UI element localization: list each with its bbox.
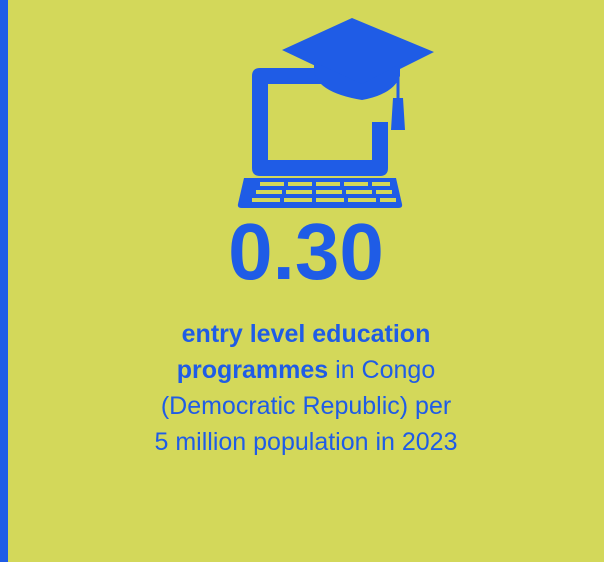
caption-bold-line1: entry level education [181,320,431,348]
stat-card: 0.30 entry level education programmes in… [8,0,604,562]
stat-value: 0.30 [228,207,384,296]
stat-caption: entry level education programmes in Cong… [8,316,604,460]
caption-line3: (Democratic Republic) per [160,392,452,420]
laptop-graduation-cap-icon [237,18,434,208]
caption-line4: 5 million population in 2023 [154,428,458,456]
caption-bold-line2: programmes [176,356,329,384]
caption-rest-line2: in Congo [328,356,436,384]
